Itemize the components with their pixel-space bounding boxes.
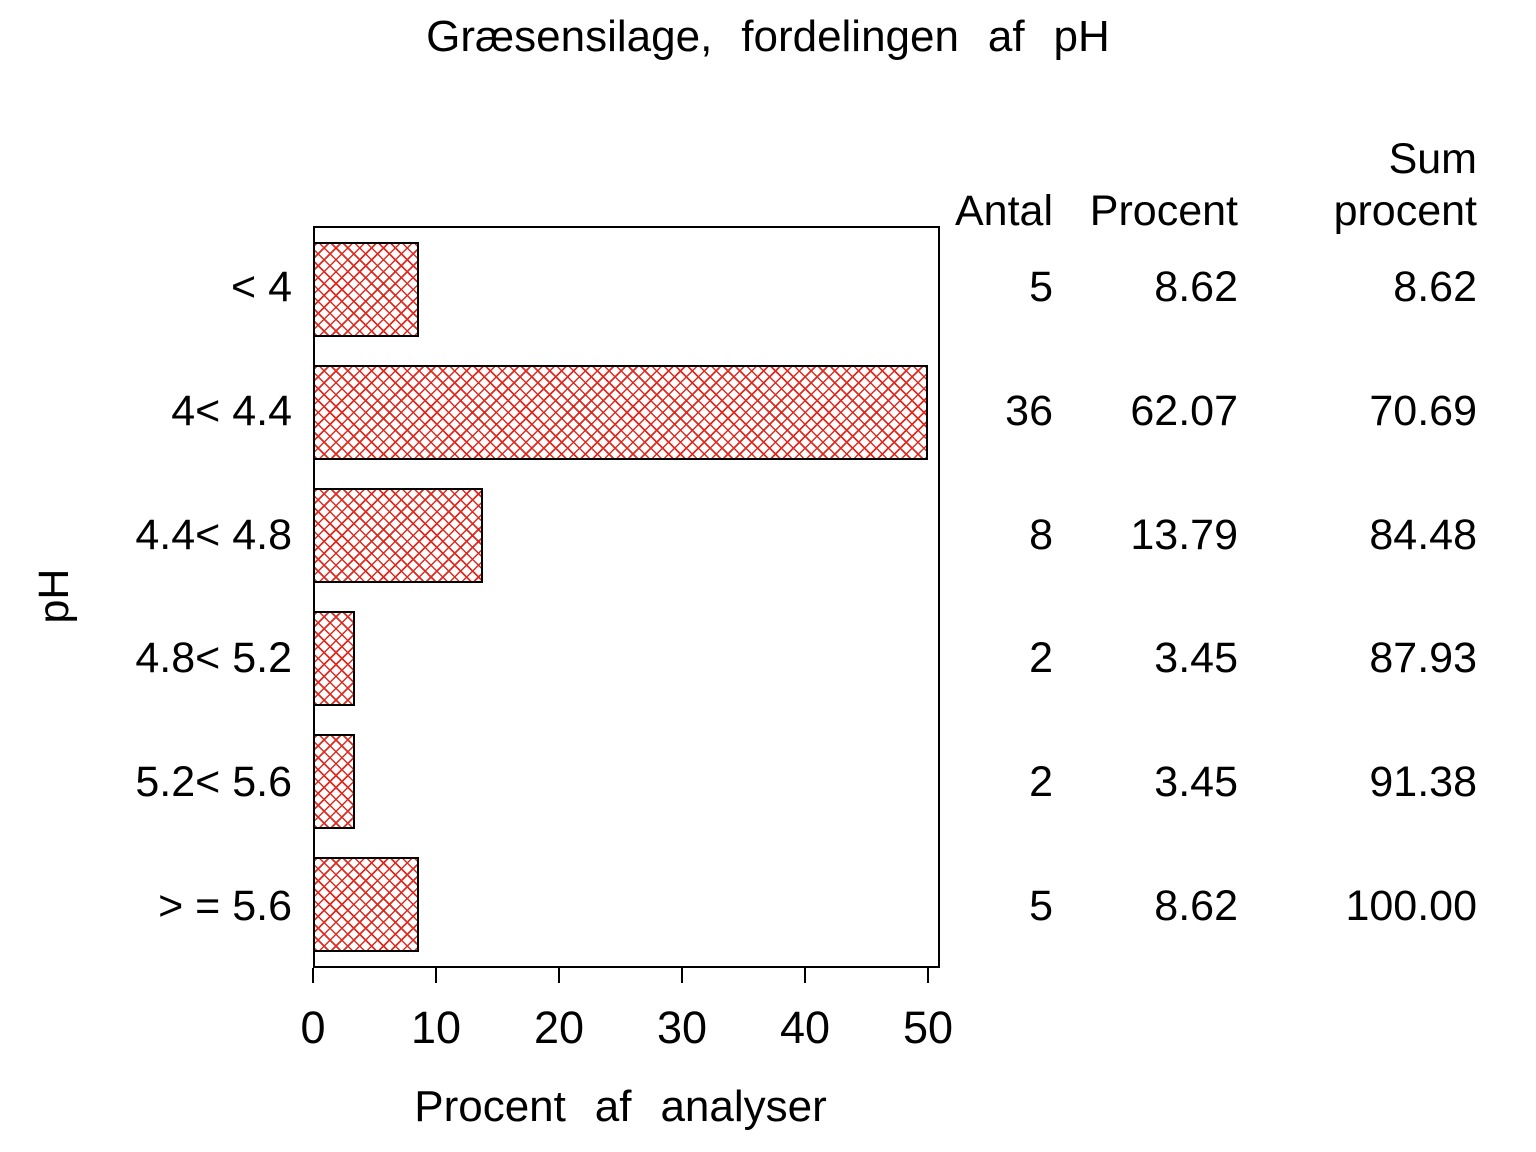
cell-sum: 100.00 — [1345, 881, 1477, 930]
table-header-procent: Procent — [1089, 187, 1238, 235]
tick-mark — [558, 968, 560, 983]
bar-4-to-4_4 — [313, 365, 928, 460]
tick-mark — [681, 968, 683, 983]
x-axis-ticks — [312, 968, 929, 983]
x-axis-tick-labels: 0 10 20 30 40 50 — [300, 1002, 953, 1053]
cell-procent: 8.62 — [1154, 263, 1238, 312]
cell-procent: 62.07 — [1130, 387, 1238, 435]
table-row: 36 62.07 70.69 — [900, 350, 1477, 474]
cell-sum: 84.48 — [1369, 510, 1477, 559]
table-row: 2 3.45 91.38 — [900, 721, 1477, 845]
tick-mark — [312, 968, 314, 983]
chart-title: Græsensilage, fordelingen af pH — [426, 12, 1110, 61]
category-label: 4< 4.4 — [171, 387, 292, 435]
category-label: < 4 — [231, 263, 292, 312]
table-header-sum-line2: procent — [1333, 187, 1477, 235]
bar-4_8-to-5_2 — [313, 611, 356, 706]
x-axis-label: Procent af analyser — [414, 1082, 827, 1131]
table-header: Sum Antal Procent procent — [900, 132, 1477, 236]
bar-4_4-to-4_8 — [313, 488, 483, 583]
table-header-sum-line1: Sum — [1388, 135, 1477, 183]
tick-mark — [804, 968, 806, 983]
cell-procent: 13.79 — [1130, 510, 1238, 559]
bar-5_2-to-5_6 — [313, 734, 356, 829]
category-label: 4.8< 5.2 — [135, 634, 292, 683]
table-row: 8 13.79 84.48 — [900, 473, 1477, 597]
cell-sum: 91.38 — [1369, 758, 1477, 807]
tick-label: 40 — [779, 1002, 831, 1053]
cell-procent: 3.45 — [1154, 758, 1238, 807]
table-row: 5 8.62 8.62 — [900, 226, 1477, 350]
cell-sum: 87.93 — [1369, 634, 1477, 683]
category-label: 4.4< 4.8 — [135, 510, 292, 559]
cell-sum: 70.69 — [1369, 387, 1477, 435]
bar-ge-5_6 — [313, 857, 420, 952]
tick-label: 0 — [300, 1002, 326, 1053]
bar-group — [313, 228, 928, 966]
category-label: > = 5.6 — [158, 881, 292, 930]
tick-label: 10 — [410, 1002, 462, 1053]
cell-antal: 2 — [1029, 758, 1053, 807]
tick-label: 50 — [902, 1002, 954, 1053]
bar-lt-4 — [313, 242, 420, 337]
category-label: 5.2< 5.6 — [135, 758, 292, 807]
table-body: 5 8.62 8.62 36 62.07 70.69 8 13.79 84.48… — [900, 226, 1477, 968]
cell-sum: 8.62 — [1393, 263, 1477, 312]
cell-antal: 5 — [1029, 881, 1053, 930]
cell-antal: 2 — [1029, 634, 1053, 683]
y-category-labels: < 4 4< 4.4 4.4< 4.8 4.8< 5.2 5.2< 5.6 > … — [0, 226, 292, 968]
cell-procent: 8.62 — [1154, 881, 1238, 930]
table-row: 2 3.45 87.93 — [900, 597, 1477, 721]
plot-area — [313, 226, 940, 968]
cell-antal: 8 — [1029, 510, 1053, 559]
cell-procent: 3.45 — [1154, 634, 1238, 683]
cell-antal: 5 — [1029, 263, 1053, 312]
table-header-antal: Antal — [954, 187, 1053, 235]
cell-antal: 36 — [1005, 387, 1053, 435]
tick-mark — [435, 968, 437, 983]
tick-mark — [927, 968, 929, 983]
tick-label: 30 — [656, 1002, 708, 1053]
table-row: 5 8.62 100.00 — [900, 844, 1477, 968]
tick-label: 20 — [533, 1002, 585, 1053]
